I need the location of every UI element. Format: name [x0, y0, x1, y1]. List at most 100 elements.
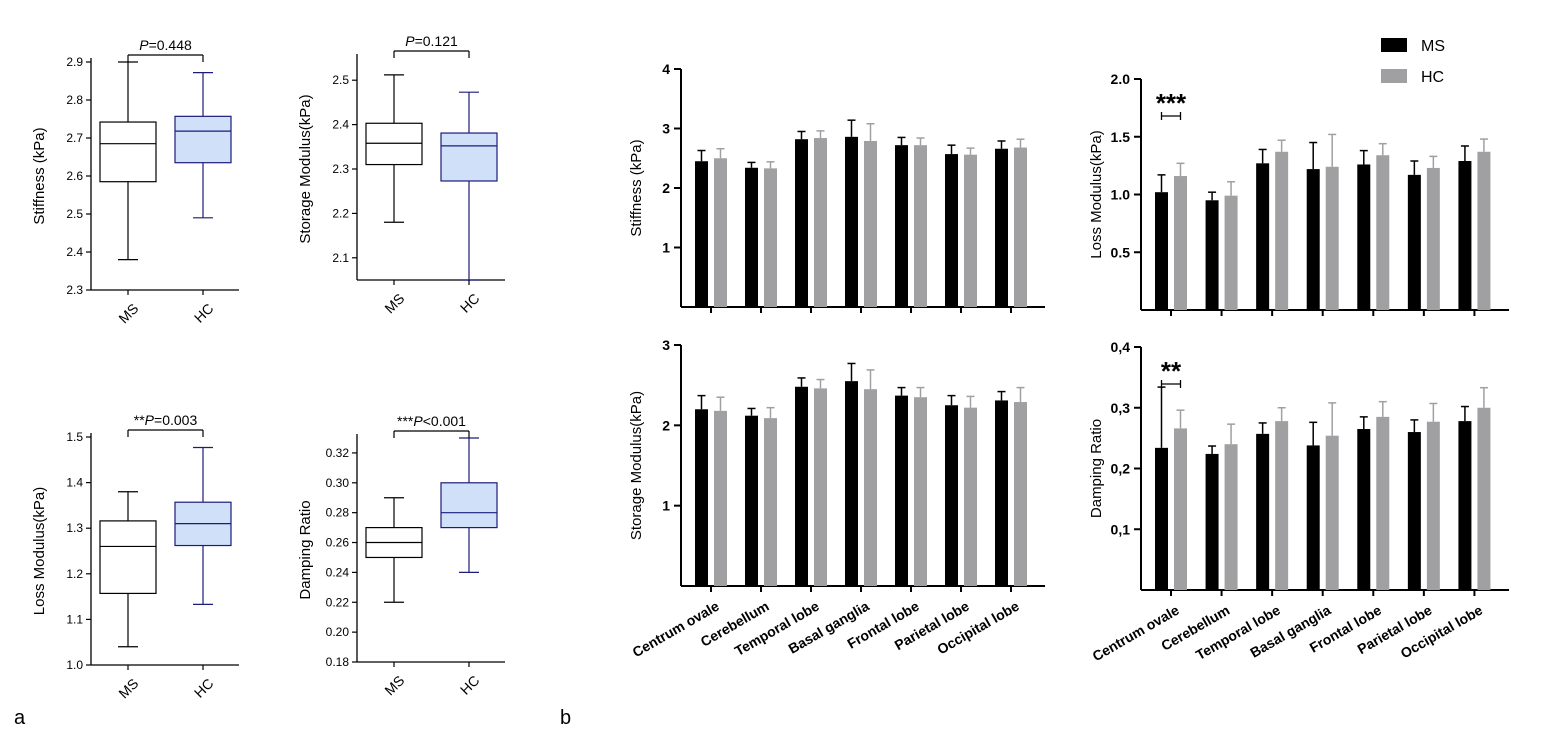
bar-ms	[1306, 169, 1320, 310]
y-axis-label: Loss Modulus(kPa)	[1088, 130, 1105, 258]
y-tick-label: 2.6	[66, 169, 83, 183]
y-tick-label: 2.1	[332, 251, 349, 265]
bar-ms	[845, 136, 858, 307]
p-annotation: P=0.121	[393, 33, 470, 58]
p-value: =0.003	[154, 412, 197, 428]
y-tick-label: 2	[662, 180, 670, 196]
x-category-label: Centrum ovale	[1089, 602, 1181, 665]
bar-ms	[1256, 433, 1270, 590]
y-tick-label: 0,3	[1111, 400, 1131, 416]
bar-ms	[1357, 164, 1371, 310]
y-tick-label: 2.0	[1111, 71, 1131, 87]
bar-hc	[764, 418, 777, 586]
box-iqr	[99, 121, 157, 183]
bar-group-temporal-lobe	[1256, 139, 1289, 316]
bar-ms	[695, 161, 708, 307]
x-category-label: MS	[381, 672, 407, 698]
bar-hc	[1275, 151, 1289, 310]
bar-hc	[914, 145, 927, 307]
y-tick-label: 2.5	[332, 73, 349, 87]
y-axis-label: Loss Modulus(kPa)	[31, 487, 48, 615]
bar-hc	[1426, 167, 1440, 310]
y-tick-label: 1.4	[66, 476, 83, 490]
y-axis-label: Storage Modulus(kPa)	[628, 391, 645, 540]
bar-hc	[864, 140, 877, 307]
bar-group-occipital-lobe	[1458, 138, 1491, 316]
bar-ms	[1357, 429, 1371, 590]
legend-swatch-ms	[1381, 38, 1407, 52]
y-tick-label: 1.3	[66, 521, 83, 535]
bar-ms	[745, 167, 758, 307]
y-tick-label: 2.3	[66, 283, 83, 297]
bar-hc	[914, 397, 927, 586]
legend-swatch-hc	[1381, 69, 1407, 83]
y-tick-label: 0,4	[1111, 339, 1131, 355]
bar-hc	[1426, 421, 1440, 590]
bar-hc	[1477, 151, 1491, 310]
bar-ms	[945, 154, 958, 307]
bar-hc	[814, 388, 827, 586]
bar-group-basal-ganglia	[1306, 133, 1339, 316]
y-tick-label: 0.20	[326, 625, 350, 639]
bar-ms	[1407, 432, 1421, 590]
p-annotation: **P=0.003	[127, 412, 204, 437]
y-tick-label: 2.9	[66, 55, 83, 69]
bar-group-parietal-lobe	[1407, 155, 1440, 316]
bar-ms	[1407, 174, 1421, 310]
legend-label-ms: MS	[1421, 38, 1445, 55]
bar-hc	[764, 168, 777, 307]
y-tick-label: 3	[662, 337, 670, 353]
box-chart-3: 0.18 0.20 0.22 0.24 0.26 0.28 0.30 0.32 Damping …	[297, 413, 505, 698]
bar-group-frontal-lobe	[895, 136, 927, 313]
bar-hc	[1224, 195, 1238, 310]
bar-hc	[714, 410, 727, 586]
bar-ms	[795, 386, 808, 586]
box-iqr	[365, 122, 423, 166]
box-hc: HC	[174, 72, 232, 326]
bar-ms	[995, 148, 1008, 307]
box-chart-1: 2.1 2.2 2.3 2.4 2.5 Storage Modulus(kPa) MS HC P…	[297, 33, 505, 316]
y-tick-label: 1.1	[66, 612, 83, 626]
bar-hc	[1376, 155, 1390, 310]
bar-group-cerebellum	[745, 161, 777, 313]
bar-hc	[1325, 166, 1339, 310]
box-hc: HC	[174, 446, 232, 701]
x-category-label: Temporal lobe	[732, 598, 822, 659]
bar-ms	[995, 400, 1008, 586]
bar-ms	[1306, 445, 1320, 590]
y-tick-label: 2	[662, 417, 670, 433]
y-tick-label: 0.22	[326, 595, 350, 609]
panel-label-a: a	[14, 707, 26, 729]
y-tick-label: 2.4	[66, 245, 83, 259]
y-tick-label: 1.0	[66, 658, 83, 672]
y-tick-label: 0.30	[326, 476, 350, 490]
box-hc: HC	[440, 437, 498, 698]
y-tick-label: 0.32	[326, 446, 350, 460]
y-tick-label: 2.3	[332, 162, 349, 176]
box-iqr	[99, 520, 157, 595]
y-tick-label: 2.4	[332, 118, 349, 132]
bar-ms	[1256, 163, 1270, 310]
bar-hc	[1224, 444, 1238, 590]
x-category-label: HC	[191, 675, 217, 701]
x-category-label: HC	[191, 300, 217, 326]
p-annotation: ***P<0.001	[393, 413, 470, 438]
y-axis-label: Damping Ratio	[297, 500, 314, 599]
bar-hc	[1014, 402, 1027, 586]
bar-hc	[1174, 428, 1187, 590]
y-tick-label: 0.28	[326, 506, 350, 520]
y-tick-label: 0.24	[326, 565, 350, 579]
panel-label-b: b	[560, 707, 571, 729]
p-value-label: P=0.121	[405, 33, 458, 49]
y-tick-label: 1.5	[1111, 129, 1131, 145]
p-symbol: P	[145, 412, 155, 428]
x-category-label: MS	[115, 300, 141, 326]
box-chart-2: 1.0 1.1 1.2 1.3 1.4 1.5 Loss Modulus(kPa) MS HC *…	[31, 412, 239, 701]
bar-ms	[745, 415, 758, 586]
p-prefix: ***	[397, 413, 414, 429]
bar-ms	[895, 395, 908, 586]
bar-ms	[1205, 200, 1219, 310]
y-tick-label: 1	[662, 240, 670, 256]
